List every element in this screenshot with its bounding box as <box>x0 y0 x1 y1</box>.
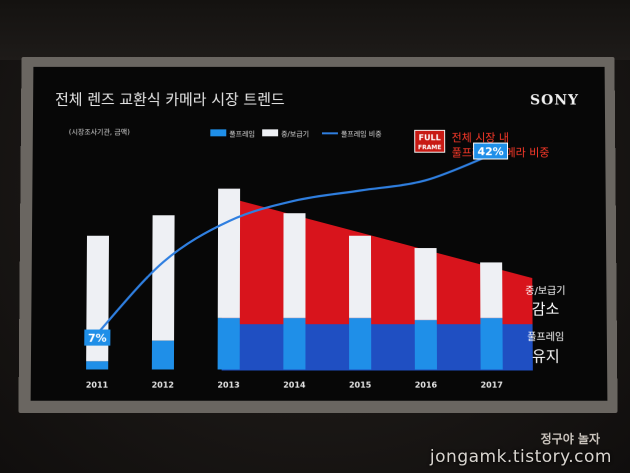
watermark-url: jongamk.tistory.com <box>430 447 612 467</box>
callout-line-1: 전체 시장 내 <box>452 131 509 144</box>
wall-background <box>0 0 630 60</box>
legend-swatch-fullframe <box>210 129 226 136</box>
x-tick-2014: 2014 <box>283 381 306 390</box>
projection-screen-frame: 전체 렌즈 교환식 카메라 시장 트렌드 SONY (시장조사기관, 금액) 풀… <box>18 57 617 413</box>
badge-text-frame: FRAME <box>418 144 441 151</box>
legend-swatch-mid <box>262 129 278 136</box>
legend-label-line: 풀프레임 비중 <box>341 129 382 138</box>
bar-fullframe-2014 <box>283 318 305 370</box>
source-note: (시장조사기관, 금액) <box>69 127 130 136</box>
x-tick-2011: 2011 <box>86 381 108 390</box>
bar-fullframe-2013 <box>218 318 240 370</box>
full-frame-badge: FULL FRAME <box>415 130 445 152</box>
bar-fullframe-2012 <box>152 341 174 370</box>
bar-mid-2014 <box>283 213 305 318</box>
ff-label-big: 유지 <box>532 347 560 365</box>
mid-label-small: 중/보급기 <box>525 285 565 297</box>
ff-label-small: 풀프레임 <box>527 330 564 343</box>
bar-fullframe-2015 <box>349 318 371 370</box>
slide-title: 전체 렌즈 교환식 카메라 시장 트렌드 <box>55 91 285 109</box>
bar-mid-2012 <box>152 215 175 340</box>
bar-mid-2013 <box>218 189 240 318</box>
share-label-start: 7% <box>84 330 110 346</box>
bar-mid-2015 <box>349 236 371 318</box>
bar-fullframe-2011 <box>86 361 108 369</box>
bar-mid-2017 <box>480 262 502 318</box>
x-tick-2016: 2016 <box>415 381 438 390</box>
share-label-end: 42% <box>474 143 508 159</box>
share-label-end-text: 42% <box>477 145 503 158</box>
market-trend-chart: 전체 렌즈 교환식 카메라 시장 트렌드 SONY (시장조사기관, 금액) 풀… <box>31 67 608 401</box>
mid-label-big: 감소 <box>532 300 560 318</box>
legend-label-fullframe: 풀프레임 <box>229 129 255 138</box>
watermark-name: 정구야 놀자 <box>541 430 600 447</box>
bar-fullframe-2017 <box>480 318 502 370</box>
legend-label-mid: 중/보급기 <box>281 129 309 138</box>
x-axis-ticks: 2011 2012 2013 2014 2015 2016 2017 <box>86 381 503 390</box>
x-tick-2013: 2013 <box>217 381 239 390</box>
share-label-start-text: 7% <box>88 332 107 345</box>
x-tick-2015: 2015 <box>349 381 371 390</box>
bar-fullframe-2016 <box>415 320 437 370</box>
bar-mid-2016 <box>415 248 437 320</box>
x-tick-2017: 2017 <box>481 381 503 390</box>
x-tick-2012: 2012 <box>152 381 174 390</box>
sony-logo: SONY <box>530 93 579 109</box>
badge-text-full: FULL <box>419 133 441 142</box>
projection-screen: 전체 렌즈 교환식 카메라 시장 트렌드 SONY (시장조사기관, 금액) 풀… <box>31 67 608 401</box>
